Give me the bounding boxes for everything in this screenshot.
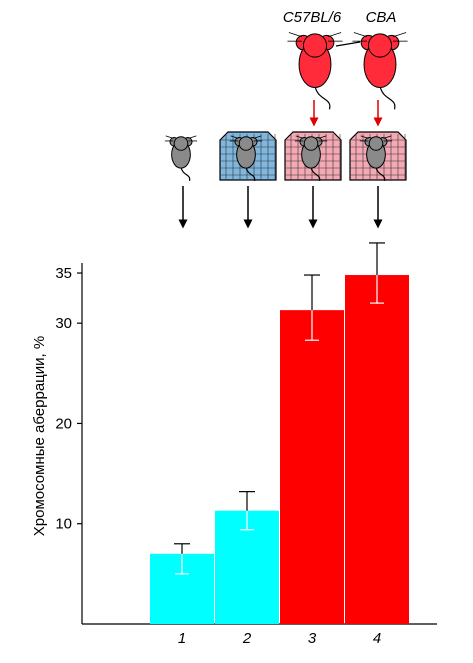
y-axis-label: Хромосомные аберрации, % xyxy=(31,336,48,536)
x-tick-label-3: 3 xyxy=(308,630,317,647)
error-bar-1 xyxy=(174,543,190,575)
y-tick-label-35: 35 xyxy=(55,265,72,282)
black-arrows-group xyxy=(178,186,383,229)
mouse-cba-icon xyxy=(352,32,408,110)
parent-mice-group xyxy=(287,32,408,110)
mouse-c57bl6-icon xyxy=(287,32,343,110)
strain-label-c57bl6: C57BL/6 xyxy=(283,9,342,26)
strain-label-cba: CBA xyxy=(366,9,397,26)
small-mouse-icon-4 xyxy=(359,135,393,182)
x-tick-label-2: 2 xyxy=(242,630,252,647)
small-mouse-icon-1 xyxy=(164,135,198,182)
bar-3 xyxy=(280,310,344,624)
parent-connector xyxy=(335,41,361,47)
error-bar-4 xyxy=(369,242,385,304)
small-mouse-icon-3 xyxy=(294,135,328,182)
cage-row xyxy=(164,131,407,182)
y-tick-label-30: 30 xyxy=(55,315,72,332)
error-bar-3 xyxy=(304,274,320,341)
bar-4 xyxy=(345,275,409,624)
y-tick-label-20: 20 xyxy=(55,415,72,432)
x-tick-label-4: 4 xyxy=(373,630,381,647)
x-tick-label-1: 1 xyxy=(178,630,186,647)
bar-chart: 10 20 30 35 1 2 3 4 xyxy=(55,242,437,647)
error-bar-2 xyxy=(239,491,255,531)
small-mouse-icon-2 xyxy=(229,135,263,182)
y-tick-label-10: 10 xyxy=(55,516,72,533)
